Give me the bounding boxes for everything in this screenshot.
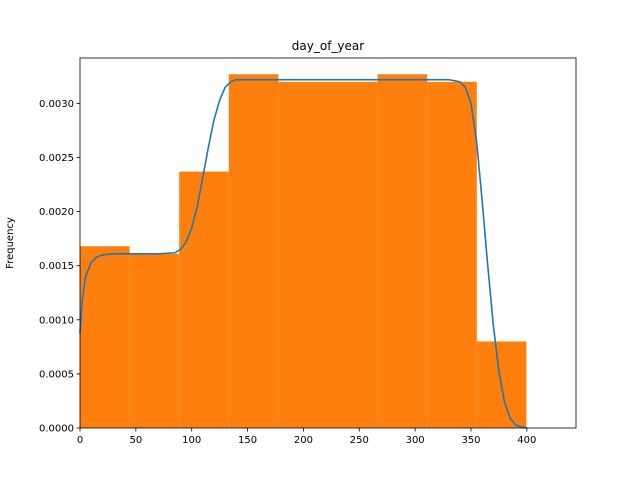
x-tick-label: 200	[294, 435, 313, 446]
histogram-bar-4	[278, 81, 328, 428]
x-tick-label: 250	[350, 435, 369, 446]
density-curve-group	[79, 78, 528, 429]
y-tick-label: 0.0005	[39, 369, 74, 380]
y-axis-label: Frequency	[5, 217, 16, 269]
histogram-bars	[80, 74, 527, 428]
histogram-bar-5	[328, 81, 378, 428]
y-tick-label: 0.0010	[39, 315, 74, 326]
x-tick-label: 400	[517, 435, 536, 446]
y-tick-label: 0.0000	[39, 424, 74, 435]
y-tick-label: 0.0025	[39, 153, 74, 164]
y-tick-label: 0.0015	[39, 261, 74, 272]
x-tick-label: 0	[77, 435, 83, 446]
histogram-bar-1	[129, 253, 180, 428]
y-tick-label: 0.0030	[39, 99, 74, 110]
y-axis-ticks: 0.0000 0.0005 0.0010 0.0015 0.0020 0.0025 0.00…	[39, 99, 80, 435]
axes-frame	[79, 57, 577, 429]
chart-title: day_of_year	[292, 39, 364, 53]
histogram-bar-2	[179, 171, 229, 428]
x-tick-label: 100	[182, 435, 201, 446]
density-curve-line	[79, 78, 528, 429]
histogram-bar-3	[228, 74, 279, 428]
histogram-bar-6	[377, 74, 428, 428]
x-tick-label: 300	[406, 435, 425, 446]
x-tick-label: 350	[461, 435, 480, 446]
x-axis-ticks: 0 50 100 150 200 250 300 350 400	[77, 428, 536, 446]
y-tick-label: 0.0020	[39, 207, 74, 218]
histogram-bar-0	[80, 246, 130, 428]
x-tick-label: 50	[129, 435, 142, 446]
x-tick-label: 150	[238, 435, 257, 446]
histogram-bar-7	[427, 81, 477, 428]
